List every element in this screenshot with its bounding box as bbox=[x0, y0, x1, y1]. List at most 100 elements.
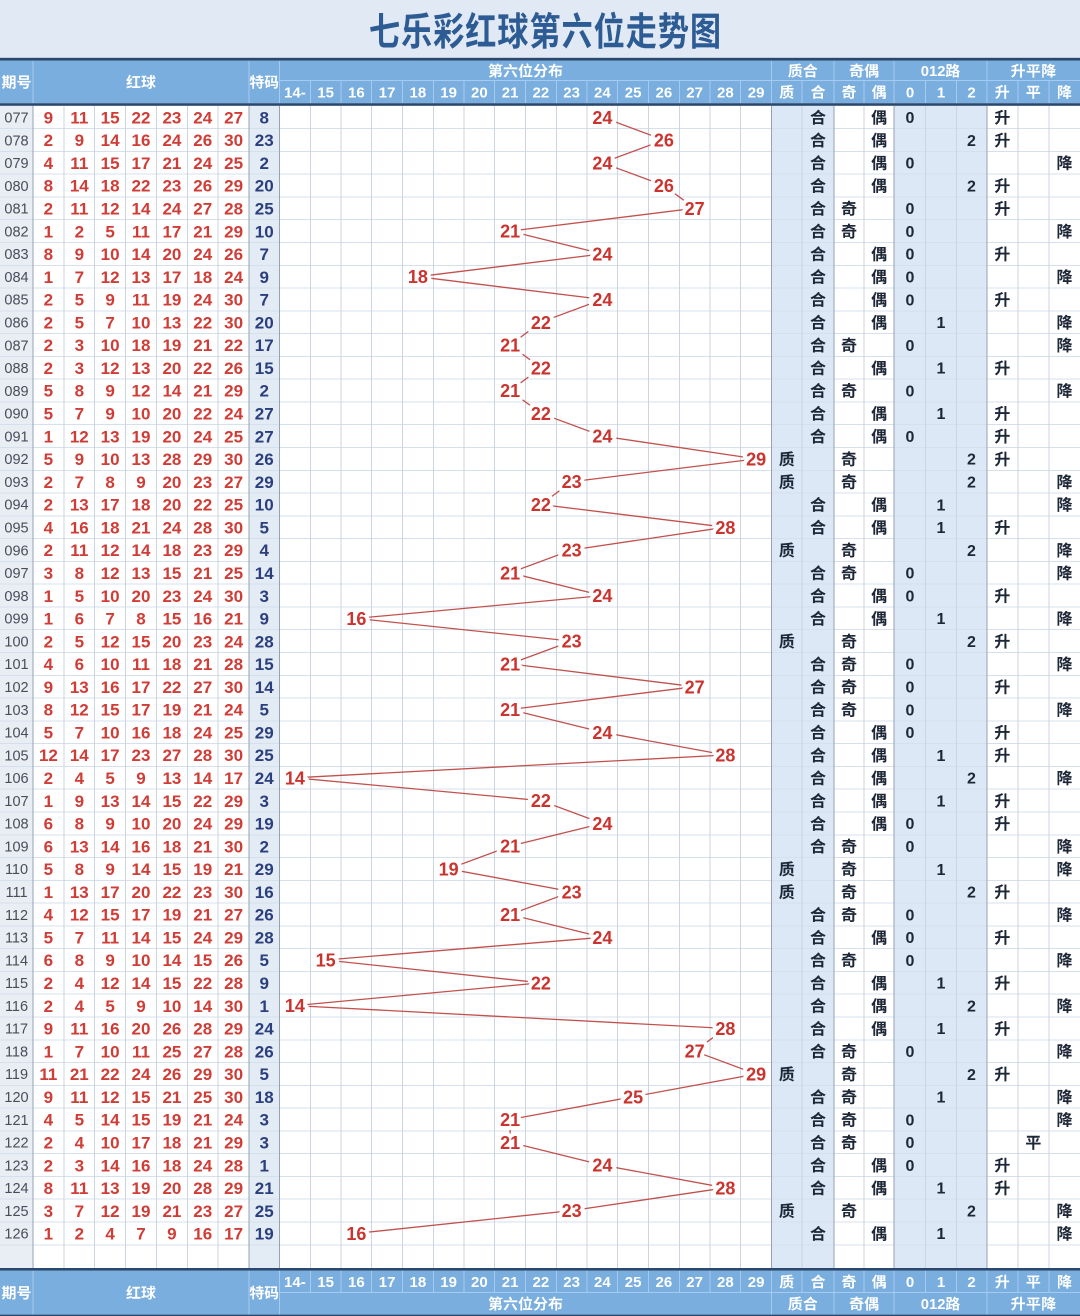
svg-text:080: 080 bbox=[4, 179, 28, 195]
svg-text:10: 10 bbox=[101, 245, 120, 264]
svg-text:24: 24 bbox=[224, 632, 243, 651]
svg-text:12: 12 bbox=[101, 541, 120, 560]
svg-text:21: 21 bbox=[132, 518, 151, 537]
svg-text:29: 29 bbox=[746, 1065, 766, 1085]
svg-text:22: 22 bbox=[531, 495, 551, 515]
svg-text:4: 4 bbox=[105, 1225, 115, 1244]
svg-text:29: 29 bbox=[224, 177, 243, 196]
svg-text:7: 7 bbox=[75, 473, 84, 492]
svg-text:6: 6 bbox=[44, 951, 53, 970]
svg-text:17: 17 bbox=[255, 336, 274, 355]
svg-text:2: 2 bbox=[967, 84, 975, 101]
svg-text:2: 2 bbox=[44, 769, 53, 788]
svg-text:14: 14 bbox=[70, 177, 89, 196]
svg-text:1: 1 bbox=[44, 610, 53, 629]
svg-text:15: 15 bbox=[162, 929, 181, 948]
svg-text:20: 20 bbox=[162, 427, 181, 446]
svg-text:19: 19 bbox=[162, 291, 181, 310]
svg-text:16: 16 bbox=[346, 1224, 366, 1244]
svg-text:12: 12 bbox=[132, 382, 151, 401]
svg-text:24: 24 bbox=[162, 131, 181, 150]
svg-text:21: 21 bbox=[193, 222, 212, 241]
svg-text:9: 9 bbox=[105, 382, 114, 401]
svg-text:24: 24 bbox=[193, 1156, 212, 1175]
svg-text:102: 102 bbox=[4, 680, 28, 696]
svg-text:8: 8 bbox=[75, 860, 84, 879]
svg-text:24: 24 bbox=[193, 815, 212, 834]
svg-text:27: 27 bbox=[193, 1042, 212, 1061]
svg-text:28: 28 bbox=[224, 200, 243, 219]
svg-text:084: 084 bbox=[4, 270, 28, 286]
svg-text:28: 28 bbox=[715, 1178, 735, 1198]
svg-text:16: 16 bbox=[348, 84, 365, 101]
svg-text:26: 26 bbox=[224, 359, 243, 378]
svg-text:1: 1 bbox=[44, 1042, 53, 1061]
svg-text:0: 0 bbox=[906, 270, 915, 287]
svg-text:13: 13 bbox=[70, 496, 89, 515]
svg-text:29: 29 bbox=[255, 723, 274, 742]
svg-text:0: 0 bbox=[906, 84, 914, 101]
svg-text:3: 3 bbox=[259, 1111, 268, 1130]
svg-text:2: 2 bbox=[44, 313, 53, 332]
svg-text:081: 081 bbox=[4, 202, 28, 218]
svg-text:7: 7 bbox=[259, 245, 268, 264]
svg-text:1: 1 bbox=[937, 497, 946, 514]
svg-text:082: 082 bbox=[4, 224, 28, 240]
svg-text:9: 9 bbox=[105, 815, 114, 834]
svg-text:14: 14 bbox=[255, 564, 274, 583]
svg-text:1: 1 bbox=[44, 1225, 53, 1244]
svg-text:24: 24 bbox=[592, 723, 612, 743]
svg-text:20: 20 bbox=[132, 1020, 151, 1039]
svg-text:086: 086 bbox=[4, 316, 28, 332]
svg-text:2: 2 bbox=[967, 133, 976, 150]
svg-text:17: 17 bbox=[132, 154, 151, 173]
svg-text:5: 5 bbox=[259, 951, 268, 970]
svg-text:2: 2 bbox=[967, 475, 976, 492]
svg-text:24: 24 bbox=[255, 1020, 274, 1039]
svg-text:098: 098 bbox=[4, 589, 28, 605]
svg-text:30: 30 bbox=[224, 883, 243, 902]
svg-text:21: 21 bbox=[500, 1133, 520, 1153]
svg-text:24: 24 bbox=[592, 244, 612, 264]
svg-text:15: 15 bbox=[255, 359, 274, 378]
svg-text:2: 2 bbox=[75, 1225, 84, 1244]
svg-text:5: 5 bbox=[44, 450, 53, 469]
svg-text:2: 2 bbox=[967, 1274, 975, 1291]
svg-text:16: 16 bbox=[132, 131, 151, 150]
svg-text:110: 110 bbox=[5, 862, 28, 878]
svg-text:078: 078 bbox=[4, 133, 28, 149]
svg-text:14: 14 bbox=[255, 678, 274, 697]
svg-text:1: 1 bbox=[937, 1021, 946, 1038]
svg-text:21: 21 bbox=[500, 905, 520, 925]
svg-text:21: 21 bbox=[500, 1110, 520, 1130]
svg-text:30: 30 bbox=[224, 997, 243, 1016]
svg-text:19: 19 bbox=[162, 701, 181, 720]
svg-text:20: 20 bbox=[255, 177, 274, 196]
svg-text:2: 2 bbox=[44, 291, 53, 310]
svg-text:27: 27 bbox=[686, 1274, 703, 1291]
svg-text:14: 14 bbox=[132, 929, 151, 948]
svg-text:27: 27 bbox=[255, 427, 274, 446]
svg-text:8: 8 bbox=[44, 245, 53, 264]
svg-text:5: 5 bbox=[105, 769, 114, 788]
svg-text:2: 2 bbox=[967, 885, 976, 902]
svg-text:101: 101 bbox=[4, 657, 28, 673]
svg-text:7: 7 bbox=[75, 929, 84, 948]
svg-text:119: 119 bbox=[5, 1067, 28, 1083]
svg-text:24: 24 bbox=[193, 291, 212, 310]
svg-text:5: 5 bbox=[75, 313, 84, 332]
svg-text:0: 0 bbox=[906, 1135, 915, 1152]
svg-text:23: 23 bbox=[162, 587, 181, 606]
svg-text:9: 9 bbox=[259, 974, 268, 993]
svg-text:2: 2 bbox=[44, 1134, 53, 1153]
svg-text:116: 116 bbox=[5, 999, 28, 1015]
svg-text:18: 18 bbox=[162, 1134, 181, 1153]
svg-text:19: 19 bbox=[439, 860, 459, 880]
svg-text:26: 26 bbox=[193, 177, 212, 196]
svg-text:27: 27 bbox=[193, 678, 212, 697]
svg-text:012: 012 bbox=[921, 1297, 946, 1313]
svg-text:25: 25 bbox=[224, 564, 243, 583]
svg-text:1: 1 bbox=[259, 997, 268, 1016]
svg-text:28: 28 bbox=[193, 1020, 212, 1039]
svg-text:089: 089 bbox=[4, 384, 28, 400]
